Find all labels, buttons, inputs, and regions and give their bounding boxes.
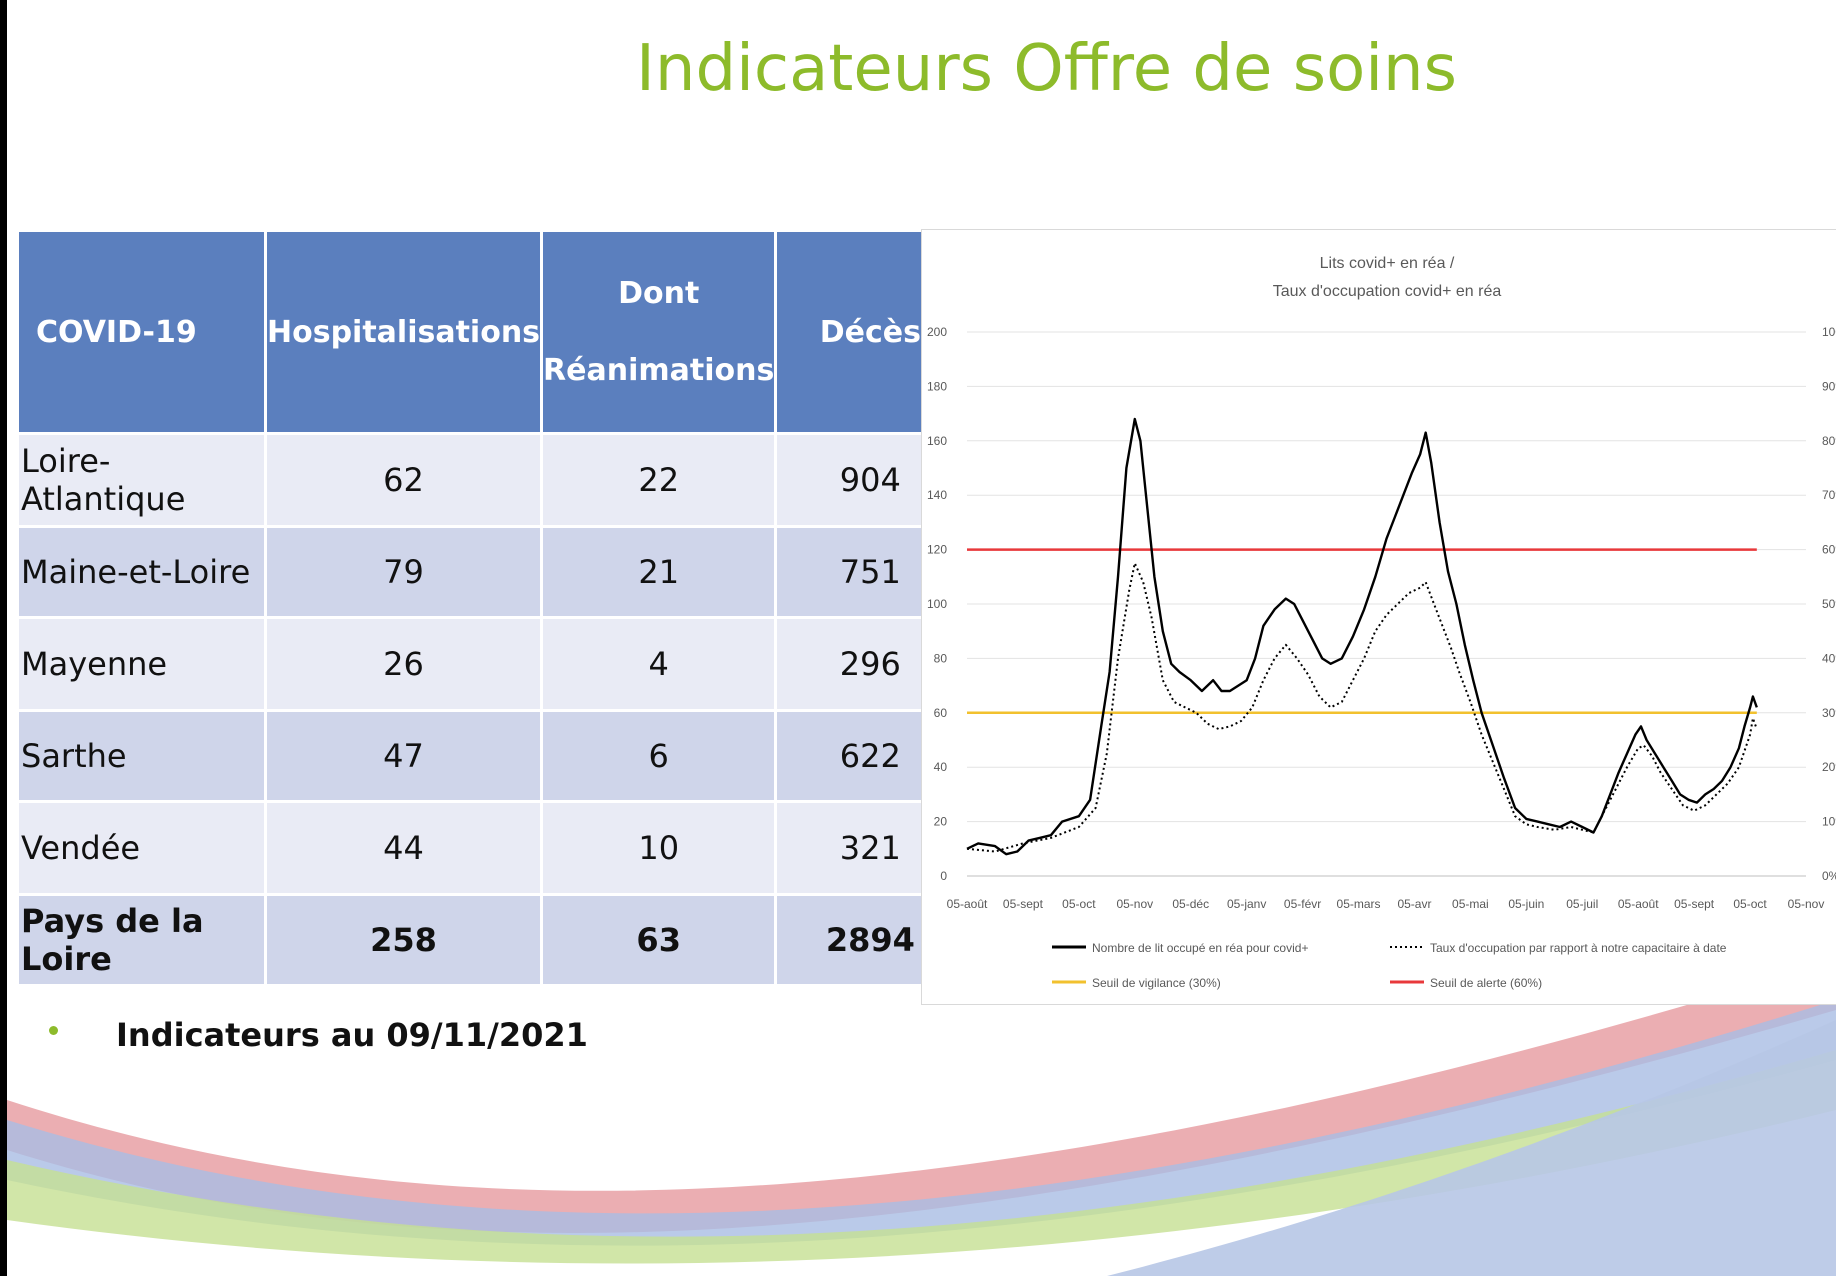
table-row: Sarthe 47 6 622 [19,712,964,800]
series-line-0 [966,417,1758,856]
y2-tick-label: 80% [1822,434,1836,448]
cell-hospitalisations: 79 [267,528,541,616]
y-tick-label: 140 [927,488,947,502]
slide: Indicateurs Offre de soins COVID-19 Hosp… [7,0,1836,1276]
cell-hospitalisations: 44 [267,803,541,893]
x-tick-label: 05-janv [1227,897,1266,911]
y-tick-label: 20 [934,815,948,829]
covid-table: COVID-19 Hospitalisations Dont Réanimati… [16,229,966,987]
y2-tick-label: 10% [1822,815,1836,829]
table-row: Loire-Atlantique 62 22 904 [19,435,964,525]
table-row: Mayenne 26 4 296 [19,619,964,709]
x-tick-label: 05-juil [1566,897,1598,911]
cell-hospitalisations: 258 [267,896,541,984]
y2-tick-label: 60% [1822,543,1836,557]
cell-reanimations: 10 [543,803,775,893]
y2-tick-label: 90% [1822,379,1836,393]
x-tick-label: 05-sept [1003,897,1044,911]
cell-region: Mayenne [19,619,264,709]
legend-label: Taux d'occupation par rapport à notre ca… [1430,941,1727,955]
chart-subtitle: Taux d'occupation covid+ en réa [1273,283,1502,300]
y-tick-label: 100 [927,597,947,611]
x-tick-label: 05-mai [1452,897,1489,911]
x-tick-label: 05-oct [1733,897,1767,911]
header-hospitalisations: Hospitalisations [267,232,541,432]
slide-title: Indicateurs Offre de soins [636,32,1457,106]
y-tick-label: 120 [927,543,947,557]
table-row: Pays de la Loire 258 63 2894 [19,896,964,984]
table-row: Vendée 44 10 321 [19,803,964,893]
x-tick-label: 05-sept [1674,897,1715,911]
table-row: Maine-et-Loire 79 21 751 [19,528,964,616]
x-tick-label: 05-août [947,897,988,911]
y-tick-label: 0 [940,869,947,883]
x-tick-label: 05-déc [1172,897,1209,911]
x-tick-label: 05-août [1618,897,1659,911]
cell-region: Maine-et-Loire [19,528,264,616]
x-tick-label: 05-juin [1508,897,1544,911]
cell-reanimations: 6 [543,712,775,800]
cell-reanimations: 21 [543,528,775,616]
legend-label: Seuil de vigilance (30%) [1092,976,1221,990]
header-reanimations-bottom: Réanimations [543,353,775,388]
cell-reanimations: 63 [543,896,775,984]
y2-tick-label: 30% [1822,706,1836,720]
cell-region: Vendée [19,803,264,893]
cell-reanimations: 4 [543,619,775,709]
y-tick-label: 160 [927,434,947,448]
legend-label: Nombre de lit occupé en réa pour covid+ [1092,941,1308,955]
cell-hospitalisations: 62 [267,435,541,525]
chart-title: Lits covid+ en réa / [1320,255,1455,272]
table-body: Loire-Atlantique 62 22 904 Maine-et-Loire 79 2… [19,435,964,984]
x-tick-label: 05-févr [1284,897,1321,911]
y-tick-label: 40 [934,760,948,774]
y2-tick-label: 70% [1822,488,1836,502]
legend-label: Seuil de alerte (60%) [1430,976,1542,990]
y2-tick-label: 0% [1822,869,1836,883]
cell-reanimations: 22 [543,435,775,525]
y2-tick-label: 100% [1822,325,1836,339]
date-note: Indicateurs au 09/11/2021 [116,1016,588,1054]
x-tick-label: 05-avr [1397,897,1431,911]
x-tick-label: 05-mars [1337,897,1381,911]
decorative-swoosh [7,960,1836,1276]
cell-region: Pays de la Loire [19,896,264,984]
header-reanimations: Dont Réanimations [543,232,775,432]
y2-tick-label: 50% [1822,597,1836,611]
y-tick-label: 200 [927,325,947,339]
bullet-icon [49,1026,58,1035]
cell-region: Loire-Atlantique [19,435,264,525]
cell-hospitalisations: 26 [267,619,541,709]
x-tick-label: 05-nov [1788,897,1825,911]
y-tick-label: 180 [927,379,947,393]
header-reanimations-top: Dont [618,276,700,311]
x-tick-label: 05-oct [1062,897,1096,911]
y-tick-label: 80 [934,651,948,665]
y2-tick-label: 40% [1822,651,1836,665]
header-covid: COVID-19 [19,232,264,432]
y-tick-label: 60 [934,706,948,720]
table-header-row: COVID-19 Hospitalisations Dont Réanimati… [19,232,964,432]
cell-hospitalisations: 47 [267,712,541,800]
x-tick-label: 05-nov [1116,897,1153,911]
y2-tick-label: 20% [1822,760,1836,774]
icu-chart: Lits covid+ en réa / Taux d'occupation co… [927,255,1836,990]
cell-region: Sarthe [19,712,264,800]
chart-panel: Lits covid+ en réa / Taux d'occupation co… [921,229,1836,1005]
